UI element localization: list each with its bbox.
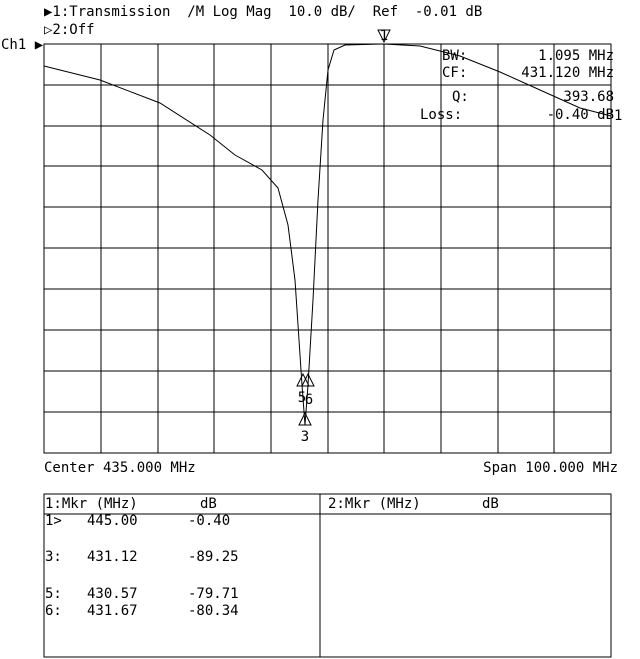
marker-label: 6	[305, 392, 313, 408]
table-header: dB	[200, 496, 217, 512]
readout-value: 1.095 MHz	[538, 48, 614, 64]
marker-label: 3	[301, 429, 309, 445]
table-header: 2:Mkr (MHz)	[328, 496, 421, 512]
table-cell: 430.57	[87, 586, 138, 602]
table-cell: 431.12	[87, 549, 138, 565]
readout-value: -0.40 dB	[547, 107, 614, 123]
table-header: dB	[482, 496, 499, 512]
table-cell: 3:	[45, 549, 62, 565]
readout-label: BW:	[442, 48, 467, 64]
table-cell: 5:	[45, 586, 62, 602]
span-label: Span 100.000 MHz	[483, 460, 618, 476]
table-cell: 445.00	[87, 513, 138, 529]
marker-tables: 1:Mkr (MHz) dB 1> 445.00 -0.40 3: 431.12 -89.25…	[45, 496, 499, 619]
table-cell: -80.34	[188, 603, 239, 619]
trace-label: 1	[614, 108, 622, 124]
readout: BW: 1.095 MHz CF: 431.120 MHz Q: 393.68 Loss: -…	[420, 48, 614, 123]
marker-label: 5	[298, 390, 306, 406]
trace	[43, 43, 612, 426]
table-cell: -89.25	[188, 549, 239, 565]
readout-value: 393.68	[563, 89, 614, 105]
table-header: 1:Mkr (MHz)	[45, 496, 138, 512]
channel-label: Ch1 ▶	[1, 37, 44, 53]
readout-label: CF:	[442, 65, 467, 81]
table-cell: 1>	[45, 513, 62, 529]
header-line: ▶1:Transmission /M Log Mag 10.0 dB/ Ref …	[44, 4, 482, 20]
table-cell: -79.71	[188, 586, 239, 602]
graticule	[43, 43, 612, 454]
header-line: ▷2:Off	[44, 22, 95, 38]
marker-table-frame	[43, 493, 612, 658]
table-cell: 431.67	[87, 603, 138, 619]
table-cell: 6:	[45, 603, 62, 619]
table-cell: -0.40	[188, 513, 230, 529]
readout-value: 431.120 MHz	[521, 65, 614, 81]
readout-label: Q:	[452, 89, 469, 105]
marker-label: 1	[380, 28, 388, 44]
readout-label: Loss:	[420, 107, 462, 123]
markers	[296, 29, 391, 426]
center-label: Center 435.000 MHz	[44, 460, 196, 476]
